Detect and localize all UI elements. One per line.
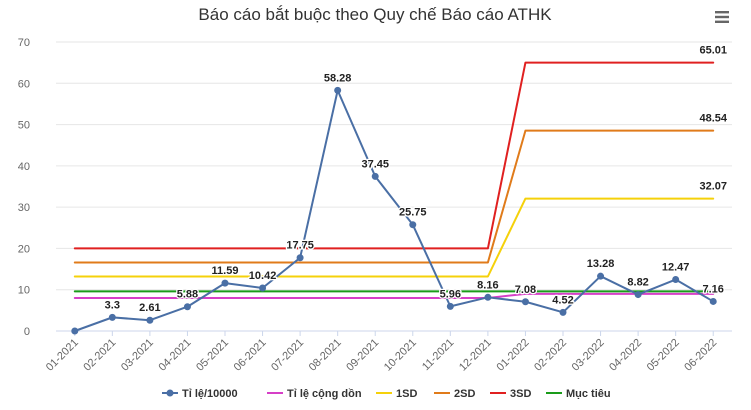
legend-item[interactable]: Mục tiêu <box>546 388 611 400</box>
data-label: 48.54 <box>699 113 727 125</box>
data-label: 2.61 <box>139 302 160 314</box>
x-tick-label: 12-2021 <box>457 337 494 374</box>
series-line <box>73 61 715 250</box>
hamburger-menu-icon[interactable] <box>714 9 730 25</box>
grid-lines <box>56 41 732 332</box>
y-tick-label: 10 <box>18 285 30 297</box>
chart-title: Báo cáo bắt buộc theo Quy chế Báo cáo AT… <box>198 5 552 24</box>
series-line <box>73 129 715 264</box>
data-label: 65.01 <box>699 45 727 57</box>
data-point <box>146 316 154 324</box>
series-line <box>73 197 715 278</box>
data-label: 25.75 <box>399 207 427 219</box>
data-labels: 3.3 2.61 5.88 11.59 10.42 17.75 58.28 37.45 25.7… <box>103 43 729 315</box>
x-tick-label: 07-2021 <box>269 337 306 374</box>
data-point <box>296 254 304 262</box>
x-tick-label: 09-2021 <box>344 337 381 374</box>
x-tick-label: 05-2022 <box>645 337 682 374</box>
data-point <box>634 291 642 299</box>
y-tick-label: 50 <box>18 120 30 132</box>
legend-item[interactable]: Tỉ lệ/10000 <box>162 388 238 400</box>
series-layer <box>71 61 717 335</box>
data-label: 58.28 <box>324 72 352 84</box>
data-label: 17.75 <box>286 240 314 252</box>
data-label: 10.42 <box>249 270 277 282</box>
data-point <box>521 298 529 306</box>
y-tick-label: 0 <box>24 326 30 338</box>
data-point <box>71 327 79 335</box>
x-axis-ticks: 01-2021 02-2021 03-2021 04-2021 05-2021 06-20… <box>44 331 719 374</box>
series-line <box>73 292 715 299</box>
legend-label: Mục tiêu <box>566 388 611 400</box>
data-label: 7.16 <box>703 283 724 295</box>
series-line <box>73 89 715 332</box>
x-tick-label: 10-2021 <box>382 337 419 374</box>
x-tick-label: 03-2021 <box>119 337 156 374</box>
data-label: 11.59 <box>212 265 239 277</box>
data-label: 8.16 <box>477 279 498 291</box>
x-tick-label: 01-2021 <box>44 337 81 374</box>
x-tick-label: 01-2022 <box>495 337 532 374</box>
legend-item[interactable]: 3SD <box>490 388 531 400</box>
data-label: 4.52 <box>552 294 573 306</box>
x-tick-label: 11-2021 <box>420 337 456 373</box>
legend: Tỉ lệ/10000 Tỉ lệ cộng dồn 1SD 2SD 3SD Mục ti… <box>162 388 611 400</box>
legend-label: Tỉ lệ cộng dồn <box>287 388 362 400</box>
x-tick-label: 06-2021 <box>232 337 269 374</box>
x-tick-label: 06-2022 <box>682 337 719 374</box>
data-point <box>672 276 680 284</box>
data-label: 13.28 <box>587 258 615 270</box>
data-label: 5.96 <box>440 288 461 300</box>
y-tick-label: 20 <box>18 243 30 255</box>
y-tick-label: 30 <box>18 202 30 214</box>
data-point <box>259 284 267 292</box>
y-tick-label: 70 <box>18 37 30 49</box>
x-tick-label: 05-2021 <box>194 337 231 374</box>
x-tick-label: 02-2022 <box>532 337 569 374</box>
data-point <box>334 86 342 94</box>
data-point <box>108 313 116 321</box>
legend-marker <box>166 389 174 397</box>
data-point <box>409 221 417 229</box>
data-label: 12.47 <box>662 262 690 274</box>
legend-item[interactable]: 2SD <box>434 388 475 400</box>
x-tick-label: 04-2022 <box>607 337 644 374</box>
x-tick-label: 02-2021 <box>81 337 118 374</box>
y-tick-label: 40 <box>18 161 30 173</box>
legend-item[interactable]: Tỉ lệ cộng dồn <box>267 388 362 400</box>
x-tick-label: 08-2021 <box>307 337 344 374</box>
data-label: 7.08 <box>515 284 536 296</box>
data-label: 32.07 <box>699 181 727 193</box>
data-point <box>597 272 605 280</box>
legend-label: 3SD <box>510 388 531 400</box>
data-point <box>709 297 717 305</box>
x-tick-label: 04-2021 <box>157 337 194 374</box>
data-label: 3.3 <box>105 299 120 311</box>
legend-label: 2SD <box>454 388 475 400</box>
legend-label: Tỉ lệ/10000 <box>182 388 238 400</box>
y-tick-label: 60 <box>18 78 30 90</box>
data-point <box>484 293 492 301</box>
data-point <box>559 308 567 316</box>
data-point <box>446 302 454 310</box>
data-point <box>221 279 229 287</box>
data-label: 37.45 <box>361 158 389 170</box>
legend-label: 1SD <box>396 388 417 400</box>
legend-item[interactable]: 1SD <box>376 388 417 400</box>
x-tick-label: 03-2022 <box>570 337 607 374</box>
data-label: 8.82 <box>627 277 648 289</box>
y-axis-ticks: 0 10 20 30 40 50 60 70 <box>18 37 30 338</box>
data-point <box>371 172 379 180</box>
data-point <box>183 303 191 311</box>
data-label: 5.88 <box>177 289 198 301</box>
